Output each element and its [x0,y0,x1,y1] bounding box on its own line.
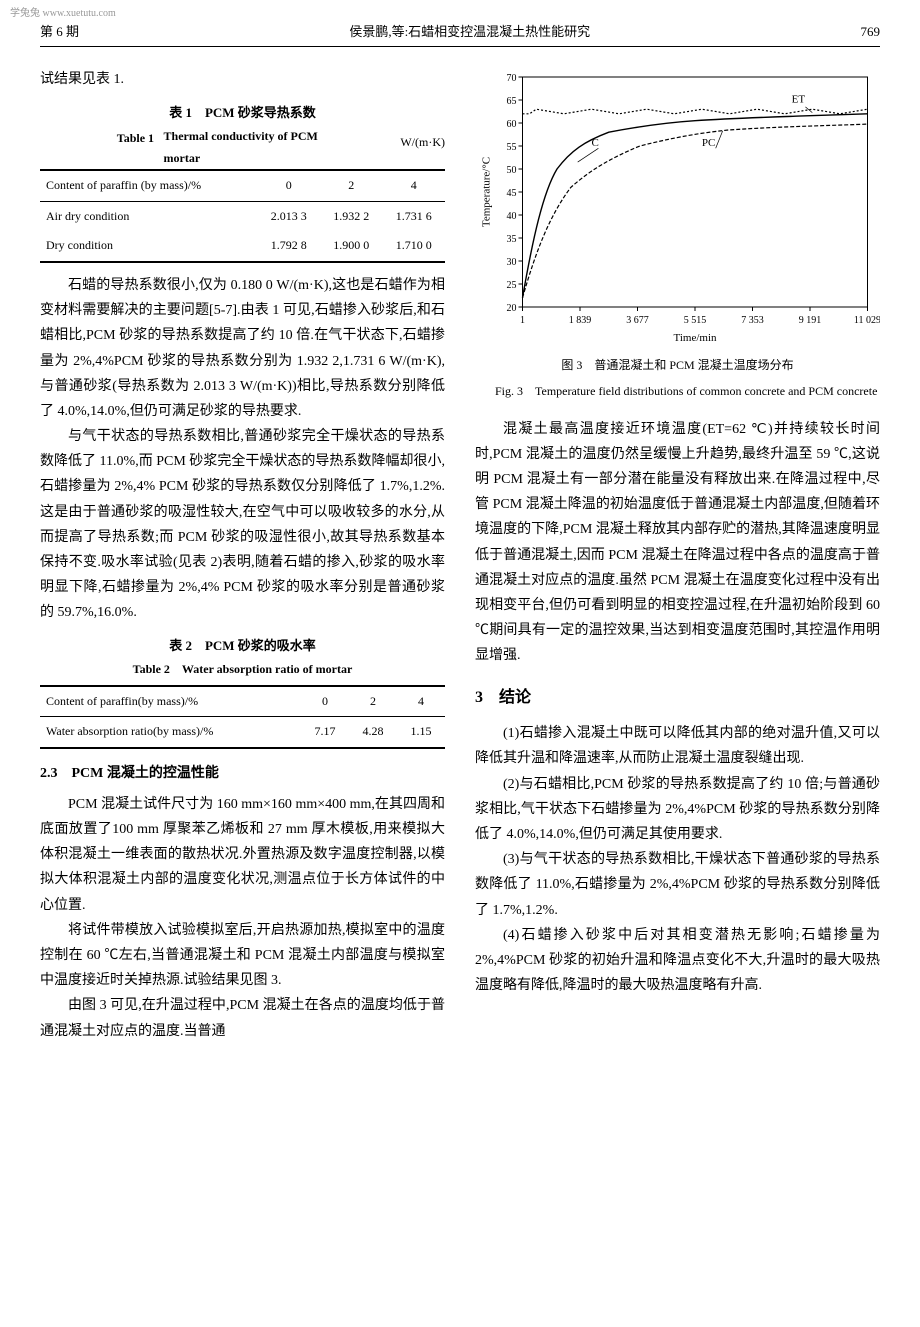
svg-text:45: 45 [507,188,517,199]
para-result-ref: 试结果见表 1. [40,67,445,92]
para-4: PCM 混凝土试件尺寸为 160 mm×160 mm×400 mm,在其四周和底… [40,792,445,918]
section-2-3-title: 2.3 PCM 混凝土的控温性能 [40,761,445,786]
svg-text:1 839: 1 839 [569,315,592,326]
svg-text:60: 60 [507,119,517,130]
svg-text:Temperature/°C: Temperature/°C [481,157,493,227]
watermark: 学兔兔 www.xuetutu.com [10,5,116,23]
figure-3-chart: 20 25 30 35 40 45 50 55 60 65 70 1 1 839 3 677 5 515 7 … [475,67,880,347]
cell: 7.17 [301,717,349,748]
svg-text:35: 35 [507,234,517,245]
table1-h2: 2 [320,170,382,201]
section-3-title: 3 结论 [475,684,880,713]
conclusion-2: (2)与石蜡相比,PCM 砂浆的导热系数提高了约 10 倍;与普通砂浆相比,气干… [475,772,880,848]
para-2: 石蜡的导热系数很小,仅为 0.180 0 W/(m·K),这也是石蜡作为相变材料… [40,273,445,424]
svg-text:11 029: 11 029 [854,315,880,326]
table2-h1: 0 [301,686,349,717]
table1-h3: 4 [382,170,445,201]
conclusion-4: (4)石蜡掺入砂浆中后对其相变潜热无影响;石蜡掺量为 2%,4%PCM 砂浆的初… [475,923,880,999]
fig3-caption-en: Fig. 3 Temperature field distributions o… [475,381,880,403]
cell: 1.15 [397,717,445,748]
cell: 1.900 0 [320,231,382,262]
cell: Water absorption ratio(by mass)/% [40,717,301,748]
table1-h0: Content of paraffin (by mass)/% [40,170,258,201]
svg-text:65: 65 [507,96,517,107]
svg-text:1: 1 [520,315,525,326]
cell: 1.932 2 [320,201,382,231]
table-row: Air dry condition 2.013 3 1.932 2 1.731 … [40,201,445,231]
table2: Content of paraffin(by mass)/% 0 2 4 Wat… [40,685,445,749]
cell: Dry condition [40,231,258,262]
svg-text:20: 20 [507,303,517,314]
cell: Air dry condition [40,201,258,231]
svg-text:Time/min: Time/min [674,332,717,344]
fig3-caption-cn: 图 3 普通混凝土和 PCM 混凝土温度场分布 [475,355,880,377]
svg-text:55: 55 [507,142,517,153]
svg-text:9 191: 9 191 [799,315,822,326]
svg-text:C: C [592,137,599,149]
svg-text:5 515: 5 515 [684,315,707,326]
svg-text:ET: ET [792,94,806,106]
table1: Content of paraffin (by mass)/% 0 2 4 Ai… [40,169,445,263]
svg-text:3 677: 3 677 [626,315,649,326]
table1-unit: W/(m·K) [400,132,445,154]
svg-text:PC: PC [702,137,715,149]
table2-h3: 4 [397,686,445,717]
svg-text:7 353: 7 353 [741,315,764,326]
page-header: 第 6 期 侯景鹏,等:石蜡相变控温混凝土热性能研究 769 [40,20,880,47]
table1-h1: 0 [258,170,320,201]
table-row: Water absorption ratio(by mass)/% 7.17 4… [40,717,445,748]
issue-number: 第 6 期 [40,20,79,43]
table1-wrapper: 表 1 PCM 砂浆导热系数 Table 1 Thermal conductiv… [40,101,445,263]
table2-header-row: Content of paraffin(by mass)/% 0 2 4 [40,686,445,717]
cell: 1.710 0 [382,231,445,262]
table2-h0: Content of paraffin(by mass)/% [40,686,301,717]
table1-title-en: Thermal conductivity of PCM mortar [164,126,324,169]
cell: 1.792 8 [258,231,320,262]
svg-text:30: 30 [507,257,517,268]
svg-text:25: 25 [507,280,517,291]
table-row: Dry condition 1.792 8 1.900 0 1.710 0 [40,231,445,262]
chart-svg: 20 25 30 35 40 45 50 55 60 65 70 1 1 839 3 677 5 515 7 … [475,67,880,347]
table1-title-cn: 表 1 PCM 砂浆导热系数 [40,101,445,124]
conclusion-1: (1)石蜡掺入混凝土中既可以降低其内部的绝对温升值,又可以降低其升温和降温速率,… [475,721,880,771]
cell: 4.28 [349,717,397,748]
table1-header-row: Content of paraffin (by mass)/% 0 2 4 [40,170,445,201]
para-3: 与气干状态的导热系数相比,普通砂浆完全干燥状态的导热系数降低了 11.0%,而 … [40,424,445,626]
svg-text:70: 70 [507,73,517,84]
page-number: 769 [860,20,880,43]
two-column-layout: 试结果见表 1. 表 1 PCM 砂浆导热系数 Table 1 Thermal … [40,67,880,1043]
para-6: 由图 3 可见,在升温过程中,PCM 混凝土在各点的温度均低于普通混凝土对应点的… [40,993,445,1043]
table2-title-en: Table 2 Water absorption ratio of mortar [40,659,445,681]
left-column: 试结果见表 1. 表 1 PCM 砂浆导热系数 Table 1 Thermal … [40,67,445,1043]
svg-text:50: 50 [507,165,517,176]
svg-text:40: 40 [507,211,517,222]
right-column: 20 25 30 35 40 45 50 55 60 65 70 1 1 839 3 677 5 515 7 … [475,67,880,1043]
table2-title-cn: 表 2 PCM 砂浆的吸水率 [40,634,445,657]
para-7: 混凝土最高温度接近环境温度(ET=62 ℃)并持续较长时间时,PCM 混凝土的温… [475,417,880,669]
para-5: 将试件带模放入试验模拟室后,开启热源加热,模拟室中的温度控制在 60 ℃左右,当… [40,918,445,994]
table2-h2: 2 [349,686,397,717]
paper-title-header: 侯景鹏,等:石蜡相变控温混凝土热性能研究 [349,20,590,43]
cell: 2.013 3 [258,201,320,231]
cell: 1.731 6 [382,201,445,231]
table1-label-en: Table 1 [117,131,154,145]
conclusion-3: (3)与气干状态的导热系数相比,干燥状态下普通砂浆的导热系数降低了 11.0%,… [475,847,880,923]
